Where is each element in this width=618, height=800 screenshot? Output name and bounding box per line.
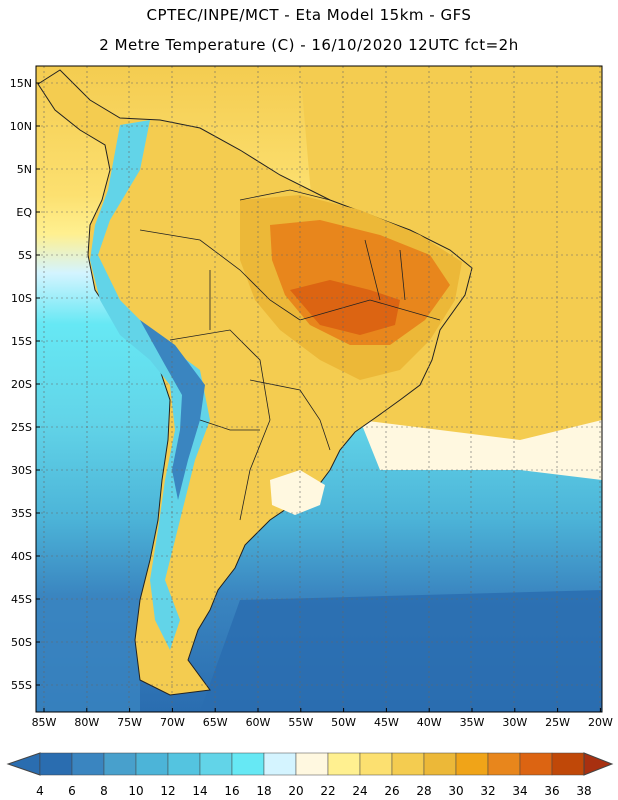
colorbar-label: 34 [512,784,527,798]
lat-label-45s: 45S [11,593,32,606]
lat-label-50s: 50S [11,636,32,649]
temperature-colorbar: 4 6 8 10 12 14 16 18 20 22 24 26 28 30 32 34 36 38 [6,752,614,798]
lat-label-5s: 5S [18,249,32,262]
andes-coldest-core [140,320,205,500]
lon-label-60w: 60W [246,716,271,729]
pacific-cold-field [36,600,140,712]
lat-label-25s: 25S [11,421,32,434]
colorbar-swatch [263,752,297,776]
colorbar-label: 8 [100,784,108,798]
colorbar-label: 20 [288,784,303,798]
latitude-labels: 15N 10N 5N EQ 5S 10S 15S 20S 25S 30S 35S 40S 45S 50S 5… [10,77,40,692]
lon-label-25w: 25W [545,716,570,729]
colorbar-swatch [487,752,521,776]
colorbar-swatch [231,752,265,776]
colorbar-label: 24 [352,784,367,798]
colorbar-swatch [327,752,361,776]
colorbar-label: 28 [416,784,431,798]
colorbar-label: 26 [384,784,399,798]
colorbar-swatch [391,752,425,776]
lat-label-15n: 15N [10,77,32,90]
colorbar-swatch [519,752,553,776]
lon-label-35w: 35W [460,716,485,729]
lat-label-10n: 10N [10,120,32,133]
colorbar-swatch [423,752,457,776]
map-title-line-1: CPTEC/INPE/MCT - Eta Model 15km - GFS [146,6,472,24]
lon-label-45w: 45W [374,716,399,729]
lat-label-10s: 10S [11,292,32,305]
colorbar-swatch [39,752,73,776]
south-atlantic-cold-field [200,590,602,712]
lon-label-70w: 70W [160,716,185,729]
lon-label-65w: 65W [203,716,228,729]
colorbar-label: 14 [192,784,207,798]
lat-label-55s: 55S [11,679,32,692]
lon-label-85w: 85W [32,716,57,729]
colorbar-label: 10 [128,784,143,798]
lon-label-40w: 40W [417,716,442,729]
lat-label-eq: EQ [16,206,32,219]
graticule [36,66,602,712]
lat-label-5n: 5N [17,163,32,176]
colorbar-arrow-low [6,752,41,776]
colorbar-label: 18 [256,784,271,798]
colorbar-swatch [359,752,393,776]
colorbar-swatch [295,752,329,776]
andes-cold-strip [90,120,210,650]
country-borders [139,189,441,521]
colorbar-swatch [103,752,137,776]
lat-label-20s: 20S [11,378,32,391]
colorbar-swatch [135,752,169,776]
colorbar-swatch [71,752,105,776]
colorbar-swatch [199,752,233,776]
lon-label-75w: 75W [117,716,142,729]
lat-label-35s: 35S [11,507,32,520]
lon-label-55w: 55W [288,716,313,729]
lon-label-80w: 80W [74,716,99,729]
colorbar-swatch [455,752,489,776]
colorbar-label: 22 [320,784,335,798]
colorbar-label: 6 [68,784,76,798]
colorbar-swatch [551,752,585,776]
longitude-labels: 85W 80W 75W 70W 65W 60W 55W 50W 45W 40W 35W 30W 25W 2… [32,708,613,729]
map-frame [35,65,603,713]
lon-label-30w: 30W [502,716,527,729]
lat-label-30s: 30S [11,464,32,477]
colorbar-label: 16 [224,784,239,798]
temperature-map: 15N 10N 5N EQ 5S 10S 15S 20S 25S 30S 35S 40S 45S 50S 5… [10,65,613,729]
lat-label-40s: 40S [11,550,32,563]
colorbar-arrow-high [583,752,614,776]
lon-label-20w: 20W [588,716,613,729]
colorbar-label: 4 [36,784,44,798]
colorbar-swatch [167,752,201,776]
colorbar-label: 12 [160,784,175,798]
colorbar-label: 36 [544,784,559,798]
la-plata-region [270,470,325,515]
lon-label-50w: 50W [331,716,356,729]
atlantic-pale-field [360,420,602,480]
colorbar-label: 38 [576,784,591,798]
map-title-line-2: 2 Metre Temperature (C) - 16/10/2020 12U… [99,36,519,54]
colorbar-label: 32 [480,784,495,798]
colorbar-label: 30 [448,784,463,798]
lat-label-15s: 15S [11,335,32,348]
